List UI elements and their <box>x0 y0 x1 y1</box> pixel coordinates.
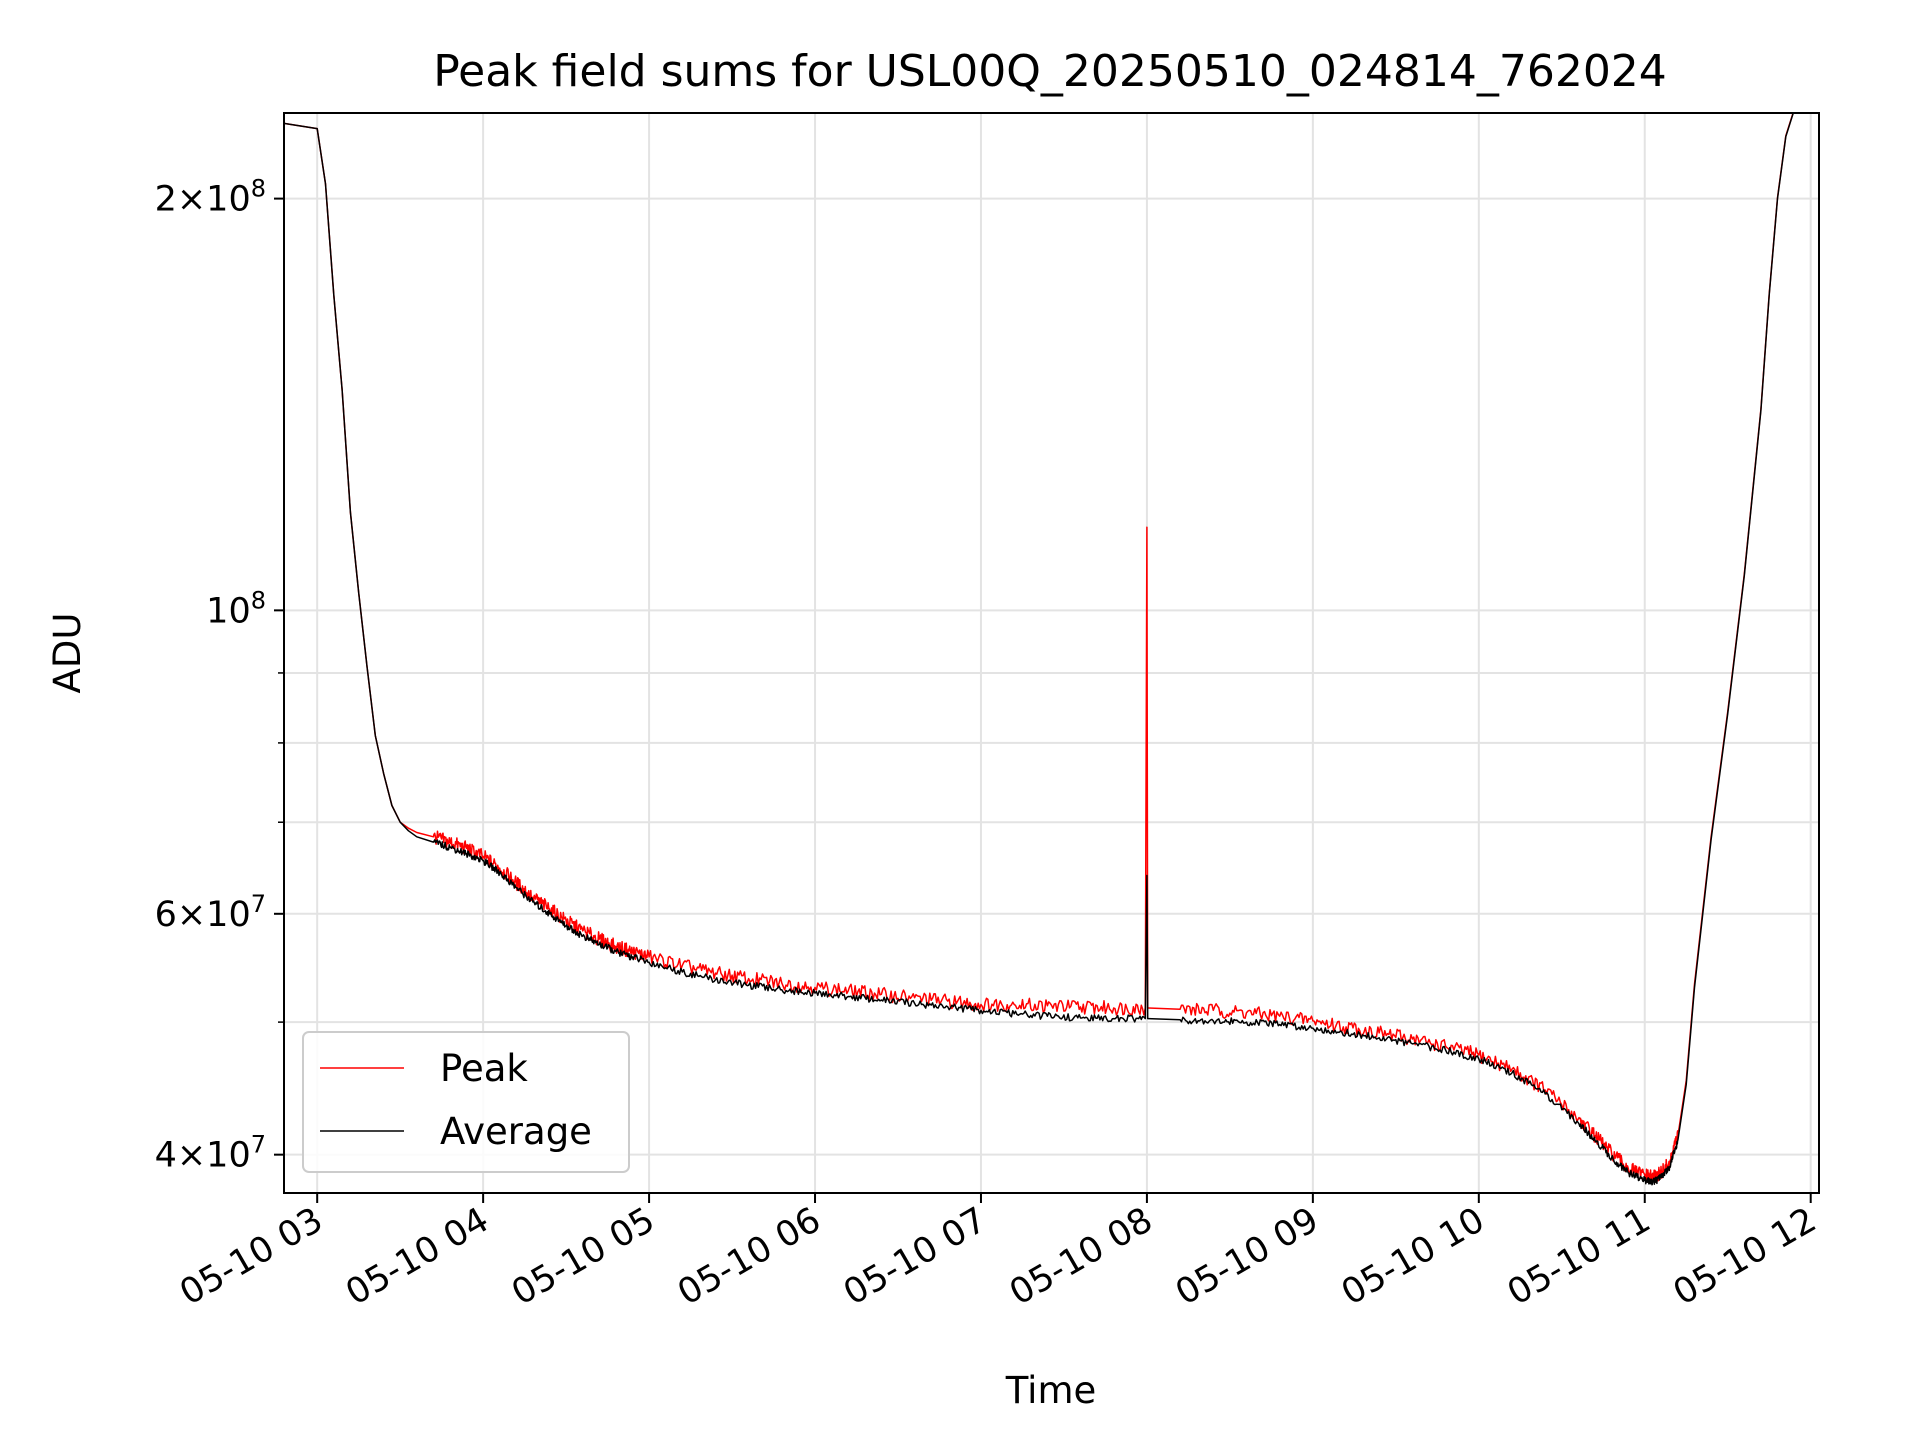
plot-frame <box>283 112 1820 1194</box>
legend: Peak Average <box>302 1031 630 1173</box>
series-line-peak <box>284 113 1794 1184</box>
y-tick-label: 2×108 <box>155 175 266 220</box>
y-tick-label: 4×107 <box>155 1131 266 1176</box>
y-tick-label: 108 <box>206 586 266 631</box>
legend-peak-label: Peak <box>440 1047 528 1090</box>
series-line-average <box>284 113 1795 1186</box>
chart-title: Peak field sums for USL00Q_20250510_0248… <box>433 46 1667 97</box>
y-axis: 4×107 6×107 108 2×108 <box>155 175 284 1176</box>
legend-box <box>302 1031 630 1173</box>
y-tick-label: 6×107 <box>155 890 266 935</box>
grid <box>284 113 1819 1193</box>
legend-average-label: Average <box>440 1110 592 1153</box>
y-axis-title: ADU <box>46 613 89 694</box>
x-axis-title: Time <box>1005 1369 1097 1412</box>
series-layer <box>284 113 1795 1186</box>
